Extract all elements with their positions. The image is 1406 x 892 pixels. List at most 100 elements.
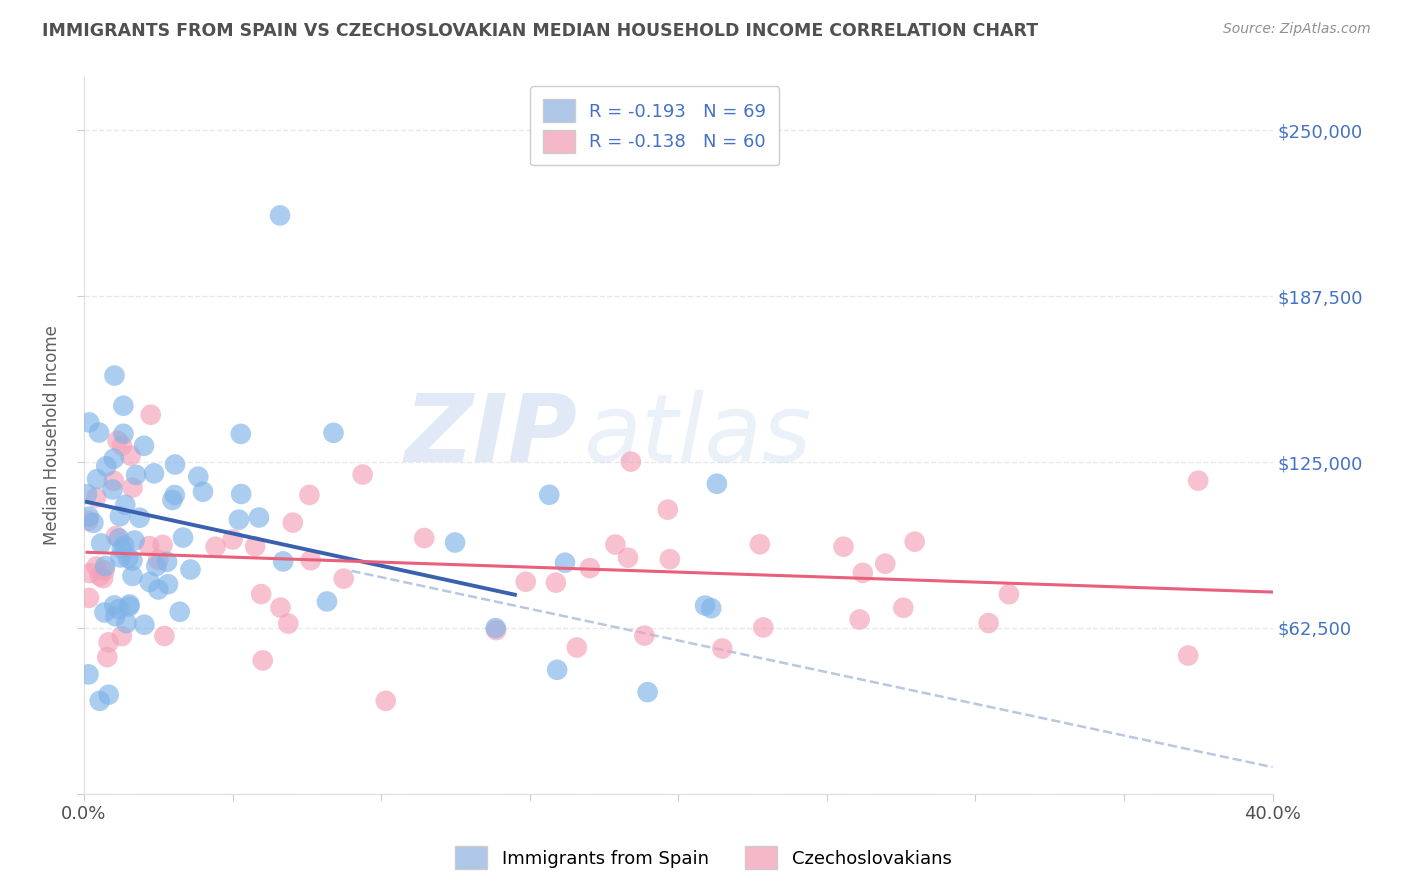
Point (374, 694, 396, 708)
Point (79, 566, 101, 581)
Point (145, 559, 167, 574)
Point (96, 459, 118, 474)
Text: Source: ZipAtlas.com: Source: ZipAtlas.com (1223, 22, 1371, 37)
Point (156, 555, 179, 569)
Point (748, 537, 770, 551)
Point (444, 535, 467, 549)
Point (139, 574, 162, 589)
Point (111, 629, 134, 643)
Point (271, 554, 294, 568)
Point (87, 425, 110, 440)
Point (121, 481, 143, 495)
Point (103, 368, 125, 383)
Point (658, 552, 681, 566)
Point (112, 426, 135, 441)
Point (97, 635, 120, 649)
Point (706, 476, 728, 491)
Point (579, 561, 602, 575)
Point (832, 540, 855, 554)
Point (243, 540, 266, 554)
Point (231, 487, 253, 501)
Point (485, 623, 508, 637)
Point (118, 599, 141, 614)
Point (101, 483, 124, 497)
Legend: R = -0.193   N = 69, R = -0.138   N = 60: R = -0.193 N = 69, R = -0.138 N = 60 (530, 87, 779, 165)
Point (84, 491, 107, 505)
Point (565, 640, 588, 655)
Point (91, 571, 114, 585)
Point (546, 663, 568, 677)
Point (693, 599, 716, 613)
Point (191, 484, 214, 499)
Legend: Immigrants from Spain, Czechoslovakians: Immigrants from Spain, Czechoslovakians (446, 838, 960, 879)
Point (90, 536, 112, 550)
Point (146, 553, 169, 567)
Point (94, 559, 117, 574)
Point (633, 629, 655, 643)
Point (252, 653, 274, 667)
Point (103, 599, 125, 613)
Point (179, 562, 201, 576)
Point (112, 399, 135, 413)
Point (250, 587, 273, 601)
Point (112, 539, 135, 553)
Point (107, 434, 129, 448)
Point (77, 509, 100, 524)
Point (86, 559, 108, 574)
Point (848, 613, 870, 627)
Point (103, 451, 125, 466)
Point (77, 416, 100, 430)
Point (637, 685, 659, 699)
Point (77, 591, 100, 605)
Point (153, 629, 176, 643)
Text: IMMIGRANTS FROM SPAIN VS CZECHOSLOVAKIAN MEDIAN HOUSEHOLD INCOME CORRELATION CHA: IMMIGRANTS FROM SPAIN VS CZECHOSLOVAKIAN… (42, 22, 1038, 40)
Point (117, 551, 139, 566)
Point (998, 587, 1021, 601)
Point (515, 574, 537, 589)
Point (132, 439, 155, 453)
Point (875, 557, 897, 571)
Point (204, 540, 226, 554)
Point (125, 467, 148, 482)
Point (89, 694, 111, 708)
Point (111, 439, 134, 453)
Point (103, 474, 125, 488)
Point (538, 488, 561, 502)
Point (332, 572, 354, 586)
Point (82, 516, 104, 530)
Point (111, 541, 134, 556)
Point (104, 529, 127, 543)
Point (89, 569, 111, 583)
Point (544, 575, 567, 590)
Point (620, 454, 643, 468)
Point (221, 533, 243, 547)
Point (299, 553, 322, 567)
Point (138, 539, 160, 553)
Point (605, 538, 627, 552)
Point (93, 606, 115, 620)
Point (852, 566, 875, 580)
Point (77, 667, 100, 681)
Point (114, 498, 136, 512)
Point (96, 650, 118, 665)
Point (711, 641, 734, 656)
Point (121, 569, 143, 583)
Point (1177, 648, 1199, 663)
Point (97, 688, 120, 702)
Point (104, 609, 127, 624)
Point (76, 487, 98, 501)
Point (298, 488, 321, 502)
Y-axis label: Median Household Income: Median Household Income (44, 326, 60, 546)
Point (277, 616, 299, 631)
Point (891, 600, 914, 615)
Point (657, 502, 679, 516)
Point (108, 602, 131, 616)
Point (115, 616, 138, 631)
Point (152, 538, 174, 552)
Point (108, 532, 131, 546)
Point (700, 601, 723, 615)
Point (169, 605, 191, 619)
Text: atlas: atlas (583, 390, 811, 481)
Point (118, 598, 141, 612)
Point (228, 513, 250, 527)
